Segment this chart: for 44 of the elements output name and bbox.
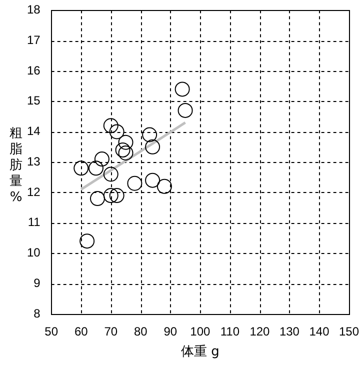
point (90, 191, 105, 206)
y-tick-label: 18 (26, 2, 41, 17)
point (118, 134, 134, 150)
y-tick-label: 14 (26, 124, 41, 138)
y-tick-label: 11 (28, 215, 41, 230)
point (94, 152, 110, 167)
point (115, 142, 130, 158)
x-tick-label: 80 (134, 324, 148, 339)
x-tick-label: 120 (250, 324, 270, 339)
point (156, 178, 172, 194)
point (174, 82, 190, 97)
x-axis-title: 体重 g (180, 344, 220, 360)
x-tick-label: 60 (74, 324, 88, 339)
y-tick-label: 9 (34, 276, 41, 290)
x-tick-label: 100 (190, 324, 211, 339)
point (127, 176, 142, 191)
point (142, 127, 158, 142)
x-tick-label: 50 (44, 324, 58, 339)
x-tick-label: 150 (338, 324, 360, 339)
point (103, 188, 118, 204)
x-tick-label: 110 (220, 324, 240, 339)
x-tick-label: 70 (104, 324, 118, 339)
y-tick-label: 15 (26, 94, 41, 108)
point (118, 145, 134, 160)
point (145, 139, 160, 154)
x-tick-label: 90 (164, 324, 178, 339)
point (145, 172, 160, 188)
y-axis-title: 粗脂肪量% (8, 126, 24, 206)
y-tick-label: 13 (26, 154, 41, 168)
y-tick-label: 16 (26, 63, 41, 78)
point (80, 234, 95, 249)
point (103, 118, 118, 134)
y-tick-label: 10 (26, 246, 41, 260)
point (88, 160, 104, 176)
point (103, 166, 118, 182)
point (74, 160, 89, 176)
x-tick-label: 130 (279, 324, 300, 339)
point (109, 188, 124, 204)
y-tick-label: 12 (26, 184, 41, 199)
y-tick-label: 8 (34, 306, 41, 320)
y-tick-label: 17 (26, 32, 41, 47)
point (178, 102, 193, 118)
x-tick-label: 140 (309, 324, 330, 339)
point (109, 124, 124, 140)
